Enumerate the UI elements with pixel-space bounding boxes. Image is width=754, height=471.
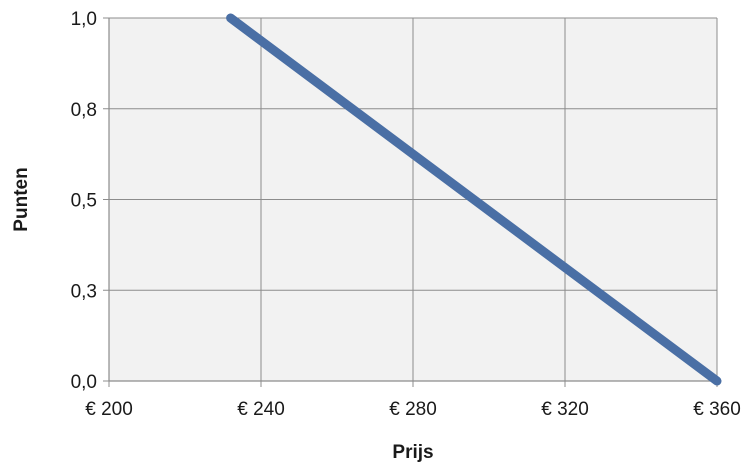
x-tick-label: € 280 <box>389 399 437 420</box>
x-tick-label: € 240 <box>237 399 285 420</box>
x-axis-title: Prijs <box>392 442 433 463</box>
y-tick-label: 0,8 <box>71 100 97 121</box>
x-tick-label: € 360 <box>693 399 741 420</box>
y-tick-label: 0,0 <box>71 372 97 393</box>
y-tick-label: 1,0 <box>71 9 97 30</box>
x-tick-label: € 200 <box>85 399 133 420</box>
y-tick-label: 0,5 <box>71 191 97 212</box>
x-tick-label: € 320 <box>541 399 589 420</box>
y-axis-title: Punten <box>11 167 32 231</box>
y-tick-label: 0,3 <box>71 281 97 302</box>
